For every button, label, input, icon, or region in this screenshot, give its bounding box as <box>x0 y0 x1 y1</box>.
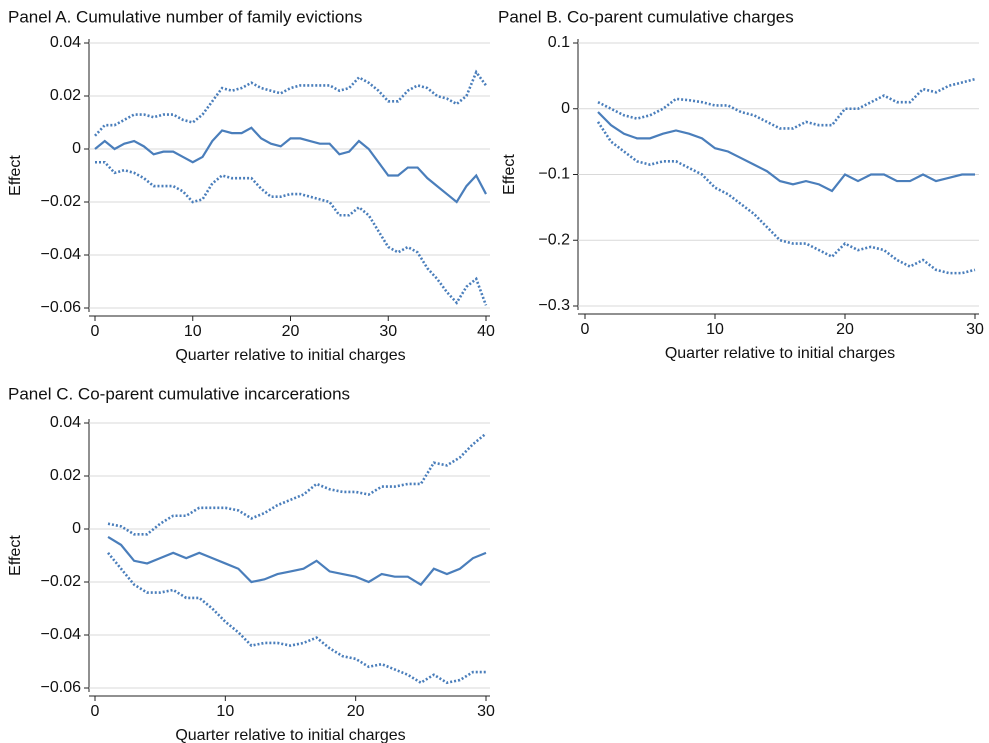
y-tick-label: 0.04 <box>50 34 81 51</box>
y-tick-label: 0.02 <box>50 87 81 104</box>
x-tick-label: 30 <box>477 703 495 720</box>
x-tick-label: 20 <box>836 321 854 338</box>
panel-title: Panel A. Cumulative number of family evi… <box>8 7 362 26</box>
x-axis-label: Quarter relative to initial charges <box>175 347 405 364</box>
y-axis-label: Effect <box>7 535 24 576</box>
estimate-line <box>94 126 487 204</box>
x-tick-label: 20 <box>282 323 300 340</box>
y-tick-label: −0.06 <box>41 679 82 696</box>
panel-title: Panel C. Co-parent cumulative incarcerat… <box>8 384 350 403</box>
estimate-line <box>597 111 975 193</box>
y-tick-label: −0.1 <box>538 166 570 183</box>
y-tick-label: −0.02 <box>41 573 82 590</box>
y-tick-label: 0.04 <box>50 414 81 431</box>
ci-line <box>107 552 486 685</box>
y-tick-label: −0.04 <box>41 626 82 643</box>
x-tick-label: 0 <box>91 703 100 720</box>
y-tick-label: 0 <box>72 140 81 157</box>
x-tick-label: 10 <box>216 703 234 720</box>
ci-line <box>107 432 487 536</box>
y-tick-label: −0.3 <box>538 297 570 314</box>
panel-title: Panel B. Co-parent cumulative charges <box>498 7 794 26</box>
ci-line <box>596 121 976 275</box>
x-tick-label: 0 <box>581 321 590 338</box>
y-tick-label: −0.04 <box>41 246 82 263</box>
x-tick-label: 10 <box>706 321 724 338</box>
y-tick-label: −0.06 <box>41 299 82 316</box>
y-tick-label: 0 <box>72 520 81 537</box>
ci-line <box>94 69 488 137</box>
ci-line <box>597 77 976 130</box>
y-axis-label: Effect <box>7 155 24 196</box>
x-tick-label: 20 <box>347 703 365 720</box>
x-tick-label: 30 <box>379 323 397 340</box>
x-axis-label: Quarter relative to initial charges <box>665 345 895 362</box>
y-axis-label: Effect <box>501 154 518 195</box>
y-tick-label: 0 <box>561 100 570 117</box>
x-tick-label: 40 <box>477 323 495 340</box>
x-axis-label: Quarter relative to initial charges <box>175 727 405 743</box>
x-tick-label: 0 <box>91 323 100 340</box>
x-tick-label: 30 <box>966 321 984 338</box>
y-tick-label: 0.02 <box>50 467 81 484</box>
y-tick-label: −0.2 <box>538 231 570 248</box>
x-tick-label: 10 <box>184 323 202 340</box>
ci-line <box>95 160 488 306</box>
y-tick-label: −0.02 <box>41 193 82 210</box>
estimate-line <box>107 536 487 587</box>
y-tick-label: 0.1 <box>548 34 570 51</box>
